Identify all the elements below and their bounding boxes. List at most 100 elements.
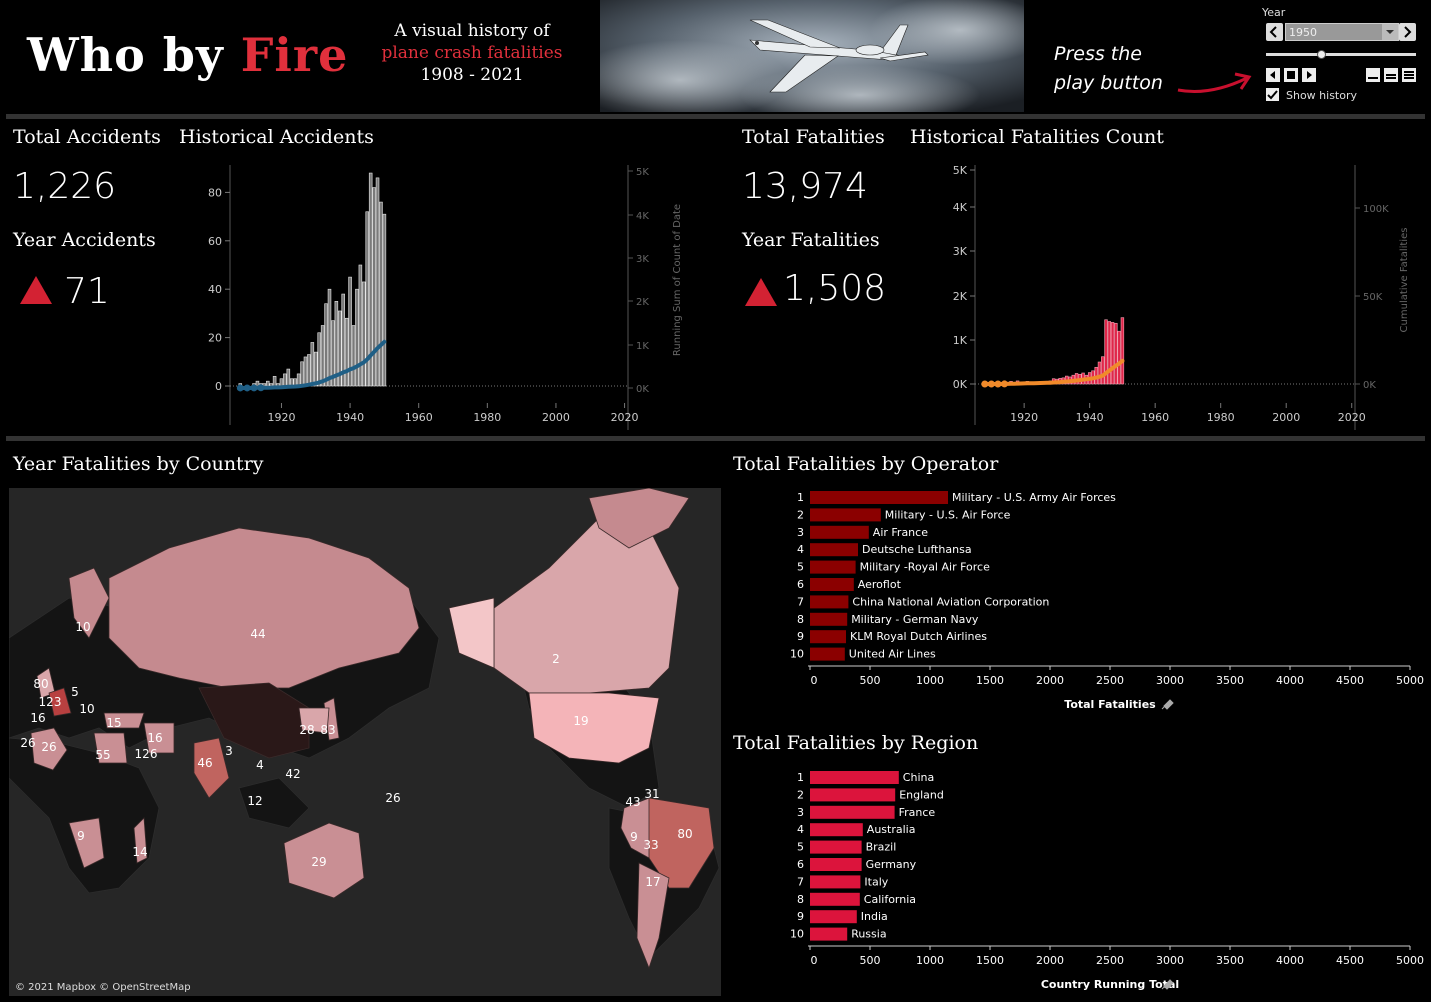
title-part-1: Who by bbox=[27, 28, 241, 82]
region-bar-chart: 1 China 2 England 3 France 4 Australia 5 Brazil 6 G… bbox=[790, 771, 1424, 991]
bar bbox=[810, 927, 848, 941]
history-bar bbox=[355, 288, 359, 387]
rank-label: 6 bbox=[797, 578, 804, 591]
rank-label: 9 bbox=[797, 910, 804, 923]
x-tick-label: 1000 bbox=[916, 954, 944, 967]
map-value-label: 4 bbox=[256, 758, 264, 772]
history-bar bbox=[338, 310, 342, 387]
historical-fatalities-title: Historical Fatalities Count bbox=[910, 126, 1164, 148]
subtitle-line-3: 1908 - 2021 bbox=[420, 65, 524, 85]
x-tick-label: 1960 bbox=[405, 411, 433, 424]
play-hint-line-1: Press the bbox=[1054, 43, 1142, 65]
bar-label: United Air Lines bbox=[849, 648, 936, 661]
history-bar bbox=[310, 342, 315, 387]
speed-fast-button[interactable] bbox=[1402, 68, 1416, 82]
alaska-region bbox=[448, 597, 495, 669]
historical-fatalities-chart: 0K 1K 2K 3K 4K 5K 0K 50K 100K Cumulative Fataliti… bbox=[953, 164, 1410, 430]
x-tick-label: 2500 bbox=[1096, 954, 1124, 967]
y-tick-label: 3K bbox=[953, 245, 968, 258]
history-bar bbox=[307, 354, 311, 387]
x-tick-label: 3500 bbox=[1216, 954, 1244, 967]
play-button[interactable] bbox=[1302, 68, 1316, 82]
usa-region bbox=[528, 692, 660, 764]
map-value-label: 10 bbox=[79, 702, 94, 716]
map-value-label: 17 bbox=[645, 875, 660, 889]
map-value-label: 80 bbox=[677, 827, 692, 841]
year-filter: Year 1950 bbox=[1260, 4, 1420, 106]
year-label: Year bbox=[1262, 6, 1286, 19]
x-tick-label: 4500 bbox=[1336, 954, 1364, 967]
rank-label: 6 bbox=[797, 858, 804, 871]
year-slider-track[interactable] bbox=[1266, 53, 1416, 56]
x-tick-label: 2500 bbox=[1096, 674, 1124, 687]
bar-label: Aeroflot bbox=[858, 578, 902, 591]
bar bbox=[810, 771, 899, 784]
divider-middle bbox=[6, 436, 1425, 441]
total-accidents-value: 1,226 bbox=[13, 166, 117, 207]
map-attribution: © 2021 Mapbox © OpenStreetMap bbox=[15, 982, 191, 993]
y2-tick-label: 0K bbox=[1363, 380, 1376, 391]
x-tick-label: 1920 bbox=[1010, 411, 1038, 424]
cumulative-point bbox=[1000, 380, 1008, 388]
prev-year-button[interactable] bbox=[1266, 23, 1283, 41]
year-dropdown[interactable]: 1950 bbox=[1285, 23, 1399, 41]
history-bar bbox=[348, 276, 352, 387]
pause-button[interactable] bbox=[1284, 68, 1298, 82]
bar-label: Germany bbox=[866, 858, 917, 871]
year-slider-handle[interactable] bbox=[1317, 50, 1326, 59]
operator-bar-chart: 1 Military - U.S. Army Air Forces 2 Militar… bbox=[790, 491, 1424, 711]
map-value-label: 16 bbox=[147, 731, 162, 745]
x-tick-label: 0 bbox=[811, 954, 818, 967]
x-tick-label: 3000 bbox=[1156, 674, 1184, 687]
bar-label: KLM Royal Dutch Airlines bbox=[850, 630, 987, 643]
map-value-label: 9 bbox=[77, 829, 85, 843]
bar-label: Military - U.S. Air Force bbox=[885, 508, 1011, 521]
history-bar bbox=[341, 293, 345, 387]
y-tick-label: 20 bbox=[208, 332, 222, 345]
history-bar bbox=[1107, 321, 1112, 385]
history-bar bbox=[1120, 317, 1125, 385]
map-value-label: 3 bbox=[225, 744, 233, 758]
chevron-left-icon bbox=[1269, 26, 1277, 38]
step-back-icon bbox=[1270, 71, 1275, 79]
next-year-button[interactable] bbox=[1399, 23, 1416, 41]
bar-label: Brazil bbox=[866, 841, 897, 854]
bar bbox=[810, 647, 845, 661]
history-bar bbox=[327, 288, 332, 387]
history-bar bbox=[382, 213, 387, 387]
cumulative-point bbox=[257, 384, 265, 392]
history-bar bbox=[283, 373, 287, 387]
history-bar bbox=[344, 317, 349, 387]
x-tick-label: 1500 bbox=[976, 954, 1004, 967]
speed-medium-icon bbox=[1386, 74, 1396, 79]
speed-medium-button[interactable] bbox=[1384, 68, 1398, 82]
bar-label: India bbox=[861, 910, 888, 923]
y2-tick-label: 3K bbox=[636, 254, 649, 265]
speed-slow-button[interactable] bbox=[1366, 68, 1380, 82]
y2-tick-label: 100K bbox=[1363, 204, 1389, 215]
germany-region bbox=[48, 687, 72, 717]
x-tick-label: 1000 bbox=[916, 674, 944, 687]
map-value-label: 12 bbox=[247, 794, 262, 808]
map-value-label: 83 bbox=[320, 723, 335, 737]
map-value-label: 16 bbox=[30, 711, 45, 725]
show-history-checkbox[interactable] bbox=[1266, 88, 1279, 101]
map-value-label: 31 bbox=[644, 787, 659, 801]
ne-asia-region bbox=[298, 707, 330, 734]
rank-label: 5 bbox=[797, 841, 804, 854]
year-fatalities-title: Year Fatalities bbox=[742, 229, 880, 251]
world-map[interactable]: 44 10 2 19 80 123 5 16 10 26 26 15 16 55 126 3 46 4 28 83 42… bbox=[9, 488, 721, 996]
history-bar bbox=[300, 361, 304, 387]
x-tick-label: 2000 bbox=[1272, 411, 1300, 424]
y-tick-label: 80 bbox=[208, 186, 222, 199]
history-bar bbox=[279, 378, 284, 387]
history-bar bbox=[303, 356, 308, 387]
map-value-label: 26 bbox=[385, 791, 400, 805]
x-tick-label: 2020 bbox=[611, 411, 639, 424]
history-bar bbox=[272, 376, 277, 387]
rank-label: 1 bbox=[797, 771, 804, 784]
bar bbox=[810, 508, 881, 522]
history-bar bbox=[265, 380, 270, 387]
step-back-button[interactable] bbox=[1266, 68, 1280, 82]
map-value-label: 123 bbox=[39, 695, 62, 709]
